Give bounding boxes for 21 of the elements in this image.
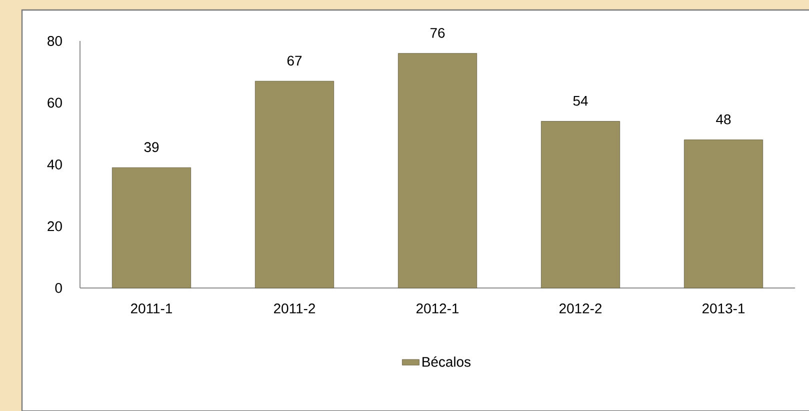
x-tick-label: 2013-1 xyxy=(702,304,745,314)
y-tick-label: 40 xyxy=(47,160,62,170)
bar xyxy=(398,53,478,288)
data-label: 76 xyxy=(430,28,445,38)
bar xyxy=(112,167,192,288)
data-label: 48 xyxy=(716,114,731,124)
y-tick-label: 60 xyxy=(48,98,62,108)
x-tick-label: 2011-1 xyxy=(131,304,172,314)
x-tick-label: 2011-2 xyxy=(274,304,315,314)
y-tick-label: 20 xyxy=(48,221,62,232)
data-label: 54 xyxy=(573,96,588,106)
x-tick-label: 2012-1 xyxy=(416,304,459,314)
y-tick-label: 80 xyxy=(48,36,62,46)
bar xyxy=(540,121,620,288)
legend-label: Bécalos xyxy=(422,356,470,367)
bar xyxy=(684,140,764,288)
x-tick-label: 2012-2 xyxy=(559,304,602,314)
data-label: 67 xyxy=(287,56,302,66)
y-tick-label: 0 xyxy=(55,283,62,293)
data-label: 39 xyxy=(144,142,159,152)
bar xyxy=(254,80,334,288)
